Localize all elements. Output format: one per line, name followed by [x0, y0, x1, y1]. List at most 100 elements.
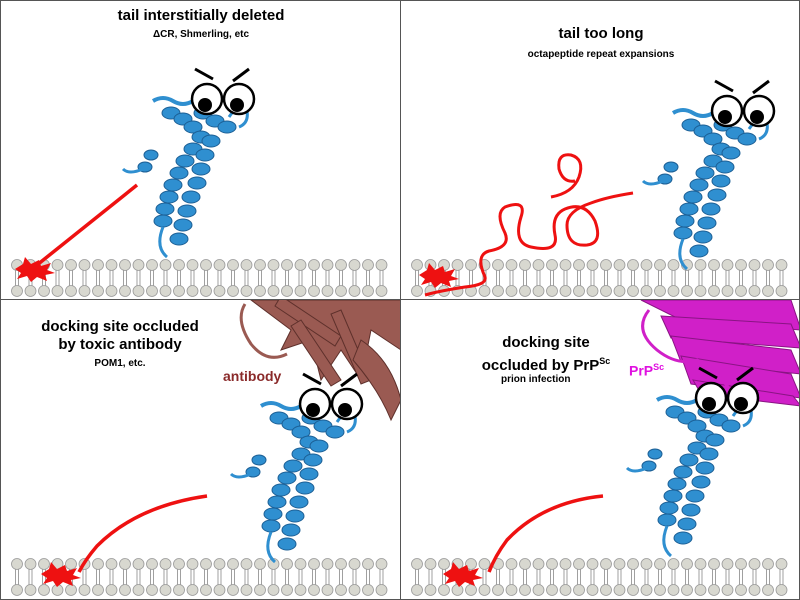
lipid-head — [254, 259, 266, 271]
lipid-head — [667, 259, 680, 271]
lipid-head — [694, 558, 707, 570]
lipid-head — [308, 259, 320, 271]
lipid-head — [573, 259, 585, 271]
lipid-head — [294, 584, 307, 596]
panel-illustration — [11, 67, 388, 297]
lipid-head — [335, 558, 347, 570]
lipid-head — [267, 285, 280, 297]
lipid-head — [559, 558, 572, 570]
lipid-head — [348, 259, 361, 271]
lipid-head — [38, 558, 50, 570]
lipid-head — [227, 259, 239, 271]
lipid-head — [708, 259, 720, 271]
lipid-head — [438, 558, 450, 570]
lipid-head — [613, 259, 626, 271]
lipid-head — [38, 285, 50, 297]
prion-protein — [229, 372, 364, 564]
panel-title: docking site occluded by toxic antibody — [13, 318, 227, 354]
lipid-head — [465, 584, 477, 596]
lipid-head — [65, 285, 77, 297]
lipid-head — [681, 584, 693, 596]
lipid-head — [411, 584, 423, 596]
lipid-head — [492, 285, 504, 297]
lipid-head — [348, 584, 361, 596]
lipid-head — [451, 259, 464, 271]
lipid-head — [640, 558, 653, 570]
lipid-head — [532, 285, 545, 297]
lipid-head — [321, 285, 334, 297]
lipid-head — [213, 285, 226, 297]
lipid-head — [348, 285, 361, 297]
lipid-head — [640, 285, 653, 297]
lipid-head — [78, 285, 91, 297]
lipid-head — [640, 584, 653, 596]
lipid-head — [424, 558, 437, 570]
lipid-head — [451, 584, 464, 596]
lipid-head — [159, 259, 172, 271]
lipid-head — [559, 285, 572, 297]
lipid-head — [213, 558, 226, 570]
lipid-head — [362, 558, 374, 570]
lipid-head — [375, 259, 388, 271]
lipid-head — [348, 558, 361, 570]
lipid-head — [627, 558, 639, 570]
lipid-head — [492, 259, 504, 271]
lipid-head — [721, 259, 734, 271]
lipid-head — [173, 259, 185, 271]
lipid-head — [186, 584, 199, 596]
lipid-head — [708, 285, 720, 297]
lipid-head — [92, 285, 104, 297]
lipid-head — [105, 285, 118, 297]
lipid-head — [375, 558, 388, 570]
lipid-head — [762, 558, 774, 570]
lipid-head — [321, 259, 334, 271]
lipid-head — [362, 259, 374, 271]
lipid-head — [24, 584, 37, 596]
lipid-head — [627, 259, 639, 271]
lipid-head — [146, 285, 158, 297]
lipid-head — [667, 285, 680, 297]
lipid-head — [294, 558, 307, 570]
lipid-head — [478, 558, 491, 570]
lipid-head — [254, 285, 266, 297]
lipid-head — [667, 558, 680, 570]
lipid-head — [173, 285, 185, 297]
lipid-head — [186, 558, 199, 570]
lipid-head — [532, 558, 545, 570]
prion-protein — [121, 67, 256, 259]
lipid-head — [586, 259, 599, 271]
lipid-head — [735, 259, 747, 271]
lipid-head — [159, 584, 172, 596]
lipid-head — [308, 558, 320, 570]
lipid-head — [213, 584, 226, 596]
lipid-head — [281, 558, 293, 570]
lipid-head — [227, 285, 239, 297]
lipid-head — [119, 259, 131, 271]
lipid-head — [335, 584, 347, 596]
lipid-head — [748, 285, 761, 297]
lipid-head — [24, 285, 37, 297]
lipid-head — [532, 259, 545, 271]
lipid-head — [92, 584, 104, 596]
lipid-head — [119, 584, 131, 596]
membrane — [11, 558, 388, 596]
lipid-head — [519, 558, 531, 570]
panel-tail-too-long: tail too long octapeptide repeat expansi… — [400, 0, 800, 300]
lipid-head — [132, 285, 145, 297]
lipid-head — [119, 558, 131, 570]
lipid-head — [424, 584, 437, 596]
membrane — [411, 558, 788, 596]
lipid-head — [694, 285, 707, 297]
lipid-head — [586, 584, 599, 596]
lipid-head — [519, 285, 531, 297]
lipid-head — [708, 584, 720, 596]
lipid-head — [105, 584, 118, 596]
panel-title: tail too long — [558, 25, 644, 42]
lipid-head — [505, 584, 518, 596]
lipid-head — [681, 558, 693, 570]
lipid-head — [762, 285, 774, 297]
lipid-head — [159, 285, 172, 297]
lipid-head — [200, 285, 212, 297]
lipid-head — [294, 259, 307, 271]
lipid-head — [559, 259, 572, 271]
